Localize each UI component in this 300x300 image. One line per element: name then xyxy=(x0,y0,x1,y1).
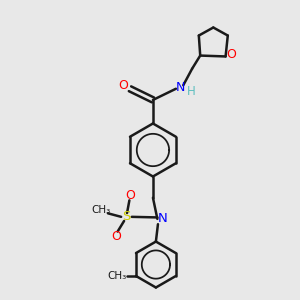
Text: CH₃: CH₃ xyxy=(91,205,110,215)
Text: O: O xyxy=(226,49,236,62)
Text: O: O xyxy=(111,230,121,243)
Text: O: O xyxy=(118,79,128,92)
Text: O: O xyxy=(126,188,136,202)
Text: H: H xyxy=(187,85,196,98)
Text: S: S xyxy=(122,210,130,223)
Text: N: N xyxy=(158,212,167,225)
Text: N: N xyxy=(175,81,185,94)
Text: CH₃: CH₃ xyxy=(107,271,127,281)
